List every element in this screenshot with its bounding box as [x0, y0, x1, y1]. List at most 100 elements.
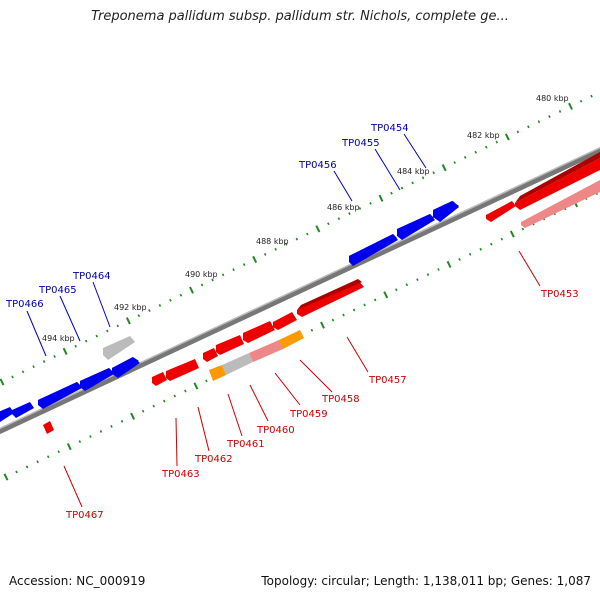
tick-major [383, 291, 389, 299]
tick-minor [405, 283, 409, 287]
gene-orange-1[interactable] [277, 330, 304, 350]
label-tp0453[interactable]: TP0453 [540, 289, 579, 300]
gene-gray-reverse[interactable] [222, 353, 253, 375]
gene-tp0454[interactable] [433, 201, 459, 222]
label-tp0465[interactable]: TP0465 [38, 285, 77, 296]
gene-tp0455[interactable] [397, 214, 435, 240]
tick-major [66, 443, 72, 451]
label-tp0464[interactable]: TP0464 [72, 271, 111, 282]
tick-minor [110, 424, 113, 428]
tick-major [315, 225, 321, 233]
label-tp0460[interactable]: TP0460 [256, 425, 295, 436]
gene-tp0458[interactable] [273, 312, 297, 330]
tick-minor [395, 288, 398, 292]
label-tp0462[interactable]: TP0462 [194, 454, 233, 465]
tick-minor [242, 263, 246, 267]
tick-minor [342, 313, 345, 317]
tick-minor [84, 339, 88, 343]
tick-minor [57, 450, 61, 454]
tick-minor [137, 314, 141, 318]
leader-tp0453 [518, 250, 541, 287]
label-tp0466[interactable]: TP0466 [5, 299, 44, 310]
gene-tp0462[interactable] [166, 359, 199, 381]
ruler-label-492: 492 kbp [114, 303, 147, 312]
tick-minor [211, 278, 214, 282]
leader-tp0455 [374, 148, 401, 191]
tick-minor [200, 283, 204, 287]
gene-tp0460[interactable] [216, 335, 244, 355]
tick-minor [184, 389, 187, 393]
gene-orange-2[interactable] [209, 365, 226, 381]
gene-tp0456[interactable] [349, 234, 398, 266]
tick-minor [46, 455, 50, 459]
tick-minor [468, 252, 472, 256]
label-tp0463[interactable]: TP0463 [161, 469, 200, 480]
tick-minor [295, 237, 299, 241]
gene-tp0453-a[interactable] [515, 152, 600, 210]
label-tp0467[interactable]: TP0467 [65, 510, 104, 521]
tick-major [189, 286, 194, 294]
label-tp0458[interactable]: TP0458 [321, 394, 360, 405]
tick-minor [36, 460, 39, 464]
gene-tp0465[interactable] [80, 368, 114, 391]
tick-minor [363, 303, 366, 307]
tick-minor [358, 207, 362, 210]
gene-tp0459[interactable] [243, 321, 275, 343]
tick-minor [25, 465, 29, 469]
tick-major [446, 260, 452, 269]
label-tp0457[interactable]: TP0457 [368, 375, 407, 386]
genome-summary-text: Topology: circular; Length: 1,138,011 bp… [261, 574, 591, 588]
gene-tp0464[interactable] [112, 357, 140, 378]
label-tp0456[interactable]: TP0456 [298, 160, 337, 171]
tick-minor [232, 268, 235, 272]
tick-minor [179, 293, 183, 297]
tick-minor [373, 298, 377, 302]
leader-tp0462 [197, 406, 210, 452]
label-tp0461[interactable]: TP0461 [226, 439, 265, 450]
tick-minor [42, 360, 46, 364]
tick-minor [141, 409, 145, 413]
tick-minor [274, 247, 277, 251]
tick-major [509, 230, 515, 238]
tick-minor [527, 125, 530, 129]
tick-major [62, 347, 68, 355]
tick-minor [158, 304, 162, 307]
tick-minor [453, 161, 456, 164]
leader-tp0465 [59, 295, 81, 342]
gene-tp0467[interactable] [43, 421, 54, 434]
gene-blue-left-2[interactable] [0, 407, 14, 422]
tick-minor [53, 355, 56, 358]
gene-red-small[interactable] [486, 201, 516, 222]
gene-tp0457[interactable] [297, 279, 364, 317]
label-tp0454[interactable]: TP0454 [370, 123, 409, 134]
tick-minor [390, 191, 393, 195]
tick-minor [463, 155, 467, 159]
tick-minor [173, 394, 177, 398]
tick-major [378, 194, 384, 202]
gene-tp0463[interactable] [152, 372, 167, 386]
label-tp0459[interactable]: TP0459 [289, 409, 328, 420]
leader-tp0458 [299, 359, 333, 393]
tick-minor [500, 237, 504, 241]
tick-minor [15, 470, 18, 474]
tick-major [130, 412, 136, 420]
tick-minor [416, 278, 419, 282]
gene-light-red[interactable] [249, 340, 283, 362]
tick-minor [521, 227, 525, 231]
tick-minor [169, 298, 172, 302]
gene-tp0461[interactable] [203, 348, 218, 362]
gene-tp0453-b[interactable] [521, 180, 600, 228]
label-tp0455[interactable]: TP0455 [341, 138, 380, 149]
tick-minor [348, 212, 351, 215]
tick-minor [205, 379, 208, 383]
gene-tp0466[interactable] [38, 382, 82, 409]
tick-minor [310, 328, 314, 332]
gene-blue-left-1[interactable] [12, 402, 34, 418]
tick-major [320, 321, 325, 329]
ruler-label-480: 480 kbp [536, 94, 569, 103]
tick-minor [106, 329, 109, 333]
tick-minor [432, 171, 435, 175]
gene-gray-forward[interactable] [103, 336, 135, 360]
tick-minor [426, 273, 430, 277]
